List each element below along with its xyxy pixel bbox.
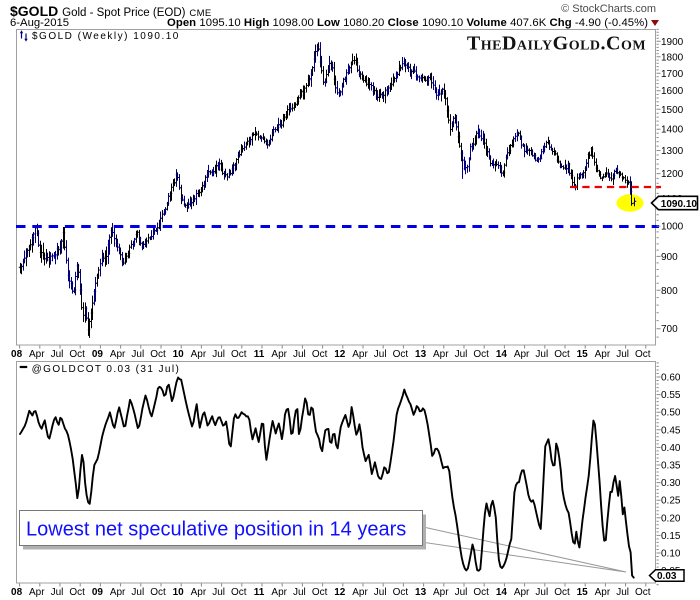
svg-text:TheDailyGold.Com: TheDailyGold.Com bbox=[467, 33, 646, 55]
svg-text:Oct: Oct bbox=[312, 587, 328, 598]
svg-text:0.30: 0.30 bbox=[661, 478, 681, 489]
svg-text:Oct: Oct bbox=[635, 587, 651, 598]
svg-text:1700: 1700 bbox=[661, 69, 684, 80]
svg-text:13: 13 bbox=[415, 587, 427, 598]
svg-text:Oct: Oct bbox=[231, 349, 247, 360]
svg-text:08: 08 bbox=[11, 587, 23, 598]
svg-text:0.45: 0.45 bbox=[661, 425, 681, 436]
svg-text:Apr: Apr bbox=[514, 349, 530, 360]
svg-text:Oct: Oct bbox=[473, 587, 489, 598]
svg-text:Jul: Jul bbox=[212, 349, 225, 360]
svg-text:Jul: Jul bbox=[131, 587, 144, 598]
svg-text:Oct: Oct bbox=[69, 349, 85, 360]
svg-text:Oct: Oct bbox=[635, 349, 651, 360]
svg-text:0.40: 0.40 bbox=[661, 443, 681, 454]
svg-text:Apr: Apr bbox=[271, 349, 287, 360]
svg-text:Jul: Jul bbox=[212, 587, 225, 598]
svg-text:Jul: Jul bbox=[535, 349, 548, 360]
svg-text:08: 08 bbox=[11, 349, 23, 360]
svg-text:900: 900 bbox=[661, 252, 678, 263]
svg-text:Oct: Oct bbox=[69, 587, 85, 598]
svg-text:@GOLDCOT 0.03 (31 Jul): @GOLDCOT 0.03 (31 Jul) bbox=[32, 364, 181, 375]
svg-text:Apr: Apr bbox=[595, 349, 611, 360]
svg-text:0.10: 0.10 bbox=[661, 549, 681, 560]
svg-text:Apr: Apr bbox=[352, 587, 368, 598]
svg-text:11: 11 bbox=[254, 349, 265, 360]
svg-text:700: 700 bbox=[661, 324, 678, 335]
svg-text:Jul: Jul bbox=[374, 587, 387, 598]
svg-text:0.03: 0.03 bbox=[657, 571, 677, 582]
svg-text:Oct: Oct bbox=[393, 587, 409, 598]
svg-text:Jul: Jul bbox=[131, 349, 144, 360]
svg-text:Apr: Apr bbox=[271, 587, 287, 598]
svg-text:14: 14 bbox=[496, 349, 508, 360]
svg-text:Jul: Jul bbox=[51, 587, 64, 598]
svg-text:Oct: Oct bbox=[312, 349, 328, 360]
svg-text:15: 15 bbox=[577, 349, 589, 360]
svg-text:1000: 1000 bbox=[661, 222, 684, 233]
svg-text:1200: 1200 bbox=[661, 169, 684, 180]
svg-text:Apr: Apr bbox=[595, 587, 611, 598]
svg-text:1500: 1500 bbox=[661, 105, 684, 116]
svg-text:Lowest net speculative positio: Lowest net speculative position in 14 ye… bbox=[26, 519, 406, 541]
svg-text:1300: 1300 bbox=[661, 146, 684, 157]
svg-text:10: 10 bbox=[173, 587, 185, 598]
svg-text:Jul: Jul bbox=[293, 349, 306, 360]
svg-text:Oct: Oct bbox=[554, 349, 570, 360]
svg-text:Jul: Jul bbox=[455, 587, 468, 598]
svg-text:0.25: 0.25 bbox=[661, 496, 681, 507]
svg-text:0.20: 0.20 bbox=[661, 513, 681, 524]
svg-text:1900: 1900 bbox=[661, 37, 684, 48]
svg-text:Oct: Oct bbox=[150, 587, 166, 598]
svg-text:15: 15 bbox=[577, 587, 589, 598]
svg-text:Oct: Oct bbox=[150, 349, 166, 360]
svg-text:Oct: Oct bbox=[393, 349, 409, 360]
svg-text:Apr: Apr bbox=[433, 587, 449, 598]
svg-text:09: 09 bbox=[92, 349, 104, 360]
svg-text:12: 12 bbox=[334, 587, 346, 598]
svg-text:Apr: Apr bbox=[110, 349, 126, 360]
svg-text:0.55: 0.55 bbox=[661, 390, 681, 401]
svg-text:0.15: 0.15 bbox=[661, 531, 681, 542]
svg-text:0.50: 0.50 bbox=[661, 408, 681, 419]
svg-text:$GOLD (Weekly) 1090.10: $GOLD (Weekly) 1090.10 bbox=[32, 31, 180, 42]
svg-text:10: 10 bbox=[173, 349, 185, 360]
svg-text:Oct: Oct bbox=[554, 587, 570, 598]
svg-text:14: 14 bbox=[496, 587, 508, 598]
svg-text:0.60: 0.60 bbox=[661, 373, 681, 384]
svg-text:1600: 1600 bbox=[661, 86, 684, 97]
svg-text:0.35: 0.35 bbox=[661, 461, 681, 472]
svg-text:Apr: Apr bbox=[191, 587, 207, 598]
svg-text:13: 13 bbox=[415, 349, 427, 360]
svg-text:1800: 1800 bbox=[661, 52, 684, 63]
svg-text:Apr: Apr bbox=[29, 587, 45, 598]
svg-text:Oct: Oct bbox=[231, 587, 247, 598]
svg-text:Jul: Jul bbox=[293, 587, 306, 598]
svg-text:Jul: Jul bbox=[616, 349, 629, 360]
svg-text:Apr: Apr bbox=[514, 587, 530, 598]
svg-text:Oct: Oct bbox=[473, 349, 489, 360]
svg-text:Apr: Apr bbox=[29, 349, 45, 360]
svg-text:Jul: Jul bbox=[616, 587, 629, 598]
svg-text:1400: 1400 bbox=[661, 125, 684, 136]
svg-text:Jul: Jul bbox=[535, 587, 548, 598]
svg-text:Jul: Jul bbox=[374, 349, 387, 360]
svg-text:Apr: Apr bbox=[191, 349, 207, 360]
svg-text:Apr: Apr bbox=[352, 349, 368, 360]
svg-text:Apr: Apr bbox=[110, 587, 126, 598]
svg-text:09: 09 bbox=[92, 587, 104, 598]
svg-text:800: 800 bbox=[661, 286, 678, 297]
svg-text:11: 11 bbox=[254, 587, 265, 598]
svg-text:Jul: Jul bbox=[455, 349, 468, 360]
svg-text:1090.10: 1090.10 bbox=[661, 199, 698, 210]
svg-text:12: 12 bbox=[334, 349, 346, 360]
svg-text:Apr: Apr bbox=[433, 349, 449, 360]
svg-text:Jul: Jul bbox=[51, 349, 64, 360]
